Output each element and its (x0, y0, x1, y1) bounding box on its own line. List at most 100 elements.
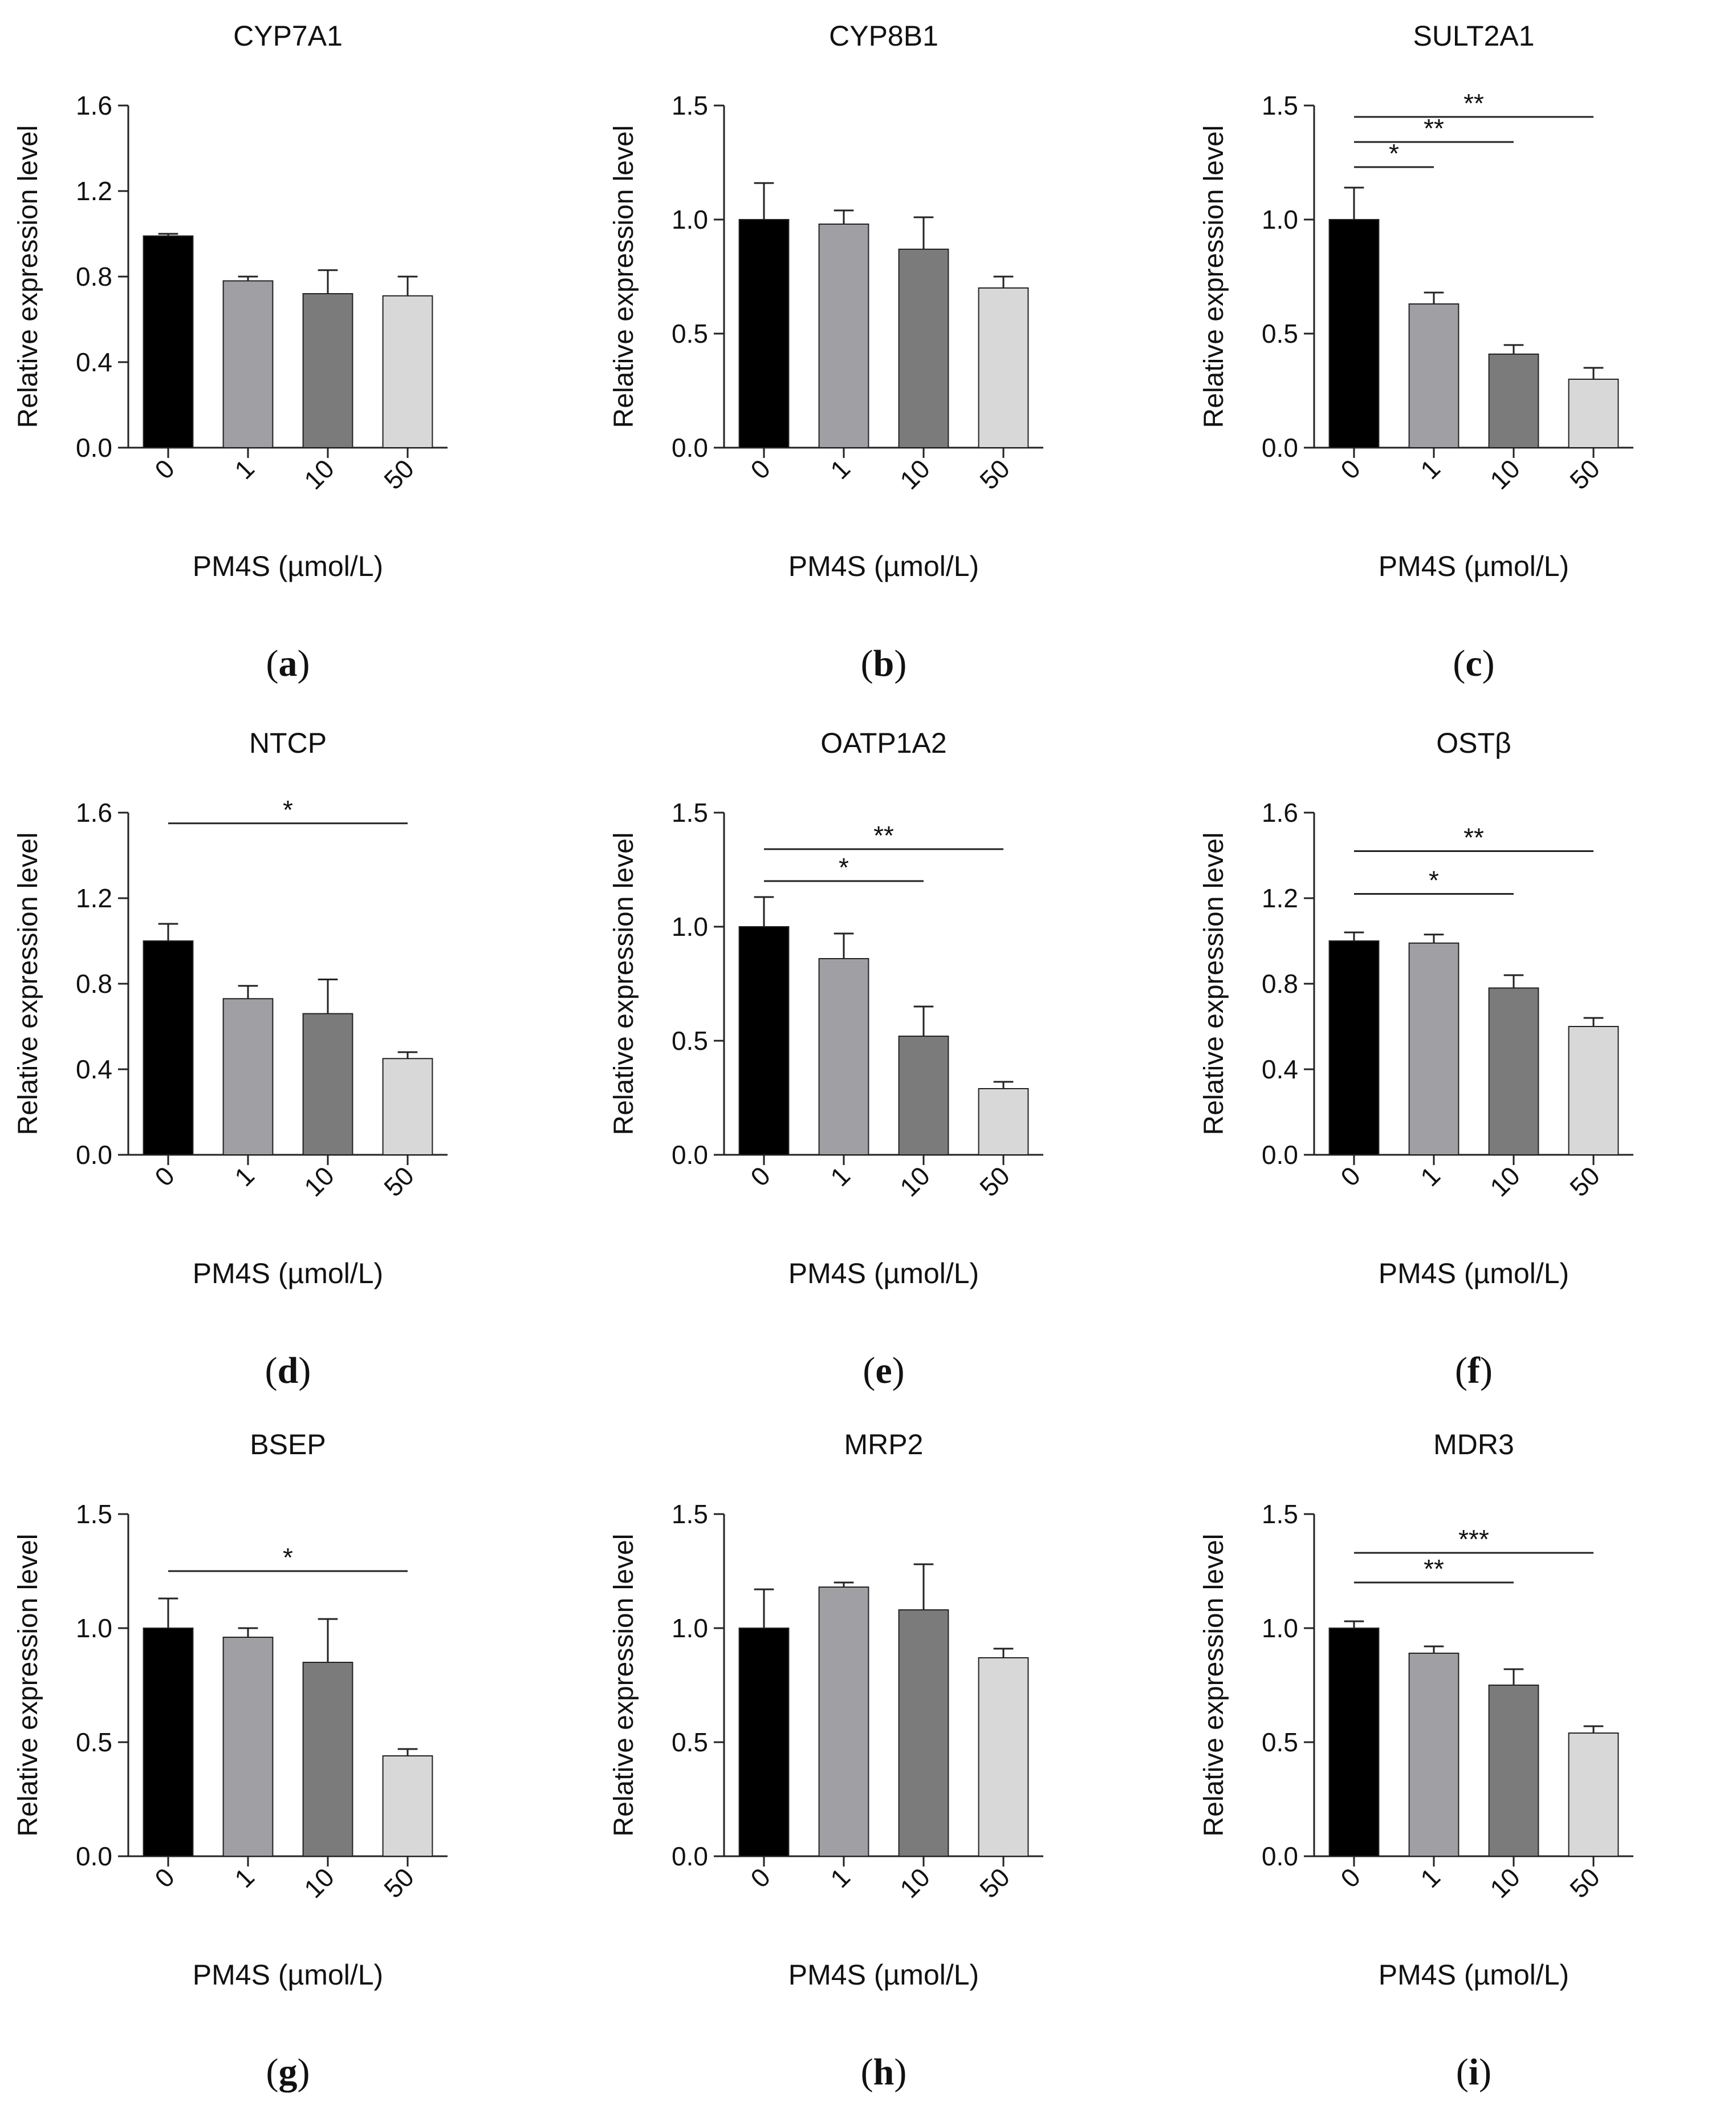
x-tick-label: 50 (378, 1161, 420, 1202)
panel-caption-letter: a (279, 643, 298, 684)
y-tick-label: 0.0 (1262, 1140, 1298, 1170)
chart-panel-f: OSTβ Relative expression level 0.0 0.4 0.8 1.… (1186, 707, 1736, 1409)
x-tick-label: 1 (229, 1862, 260, 1893)
y-axis-label: Relative expression level (13, 125, 43, 428)
panel-caption: (e) (863, 1350, 904, 1391)
significance-label: ** (1424, 113, 1444, 143)
x-tick-label: 1 (824, 1161, 856, 1192)
chart-svg-c: SULT2A1 Relative expression level 0.0 0.5 1.… (1199, 20, 1633, 684)
x-tick-label: 50 (974, 1161, 1015, 1202)
bar-0 (143, 940, 194, 1155)
bar-0 (1328, 1628, 1380, 1857)
y-tick-label: 1.6 (76, 798, 112, 827)
x-tick-label: 1 (824, 453, 856, 485)
chart-title: NTCP (249, 727, 327, 759)
chart-svg-d: NTCP Relative expression level 0.0 0.4 0.8 1.… (13, 727, 448, 1391)
bar-0 (1328, 219, 1380, 448)
y-tick-label: 1.5 (1262, 1499, 1298, 1529)
chart-title: BSEP (250, 1429, 326, 1460)
bar-0 (738, 219, 790, 448)
chart-panel-a: CYP7A1 Relative expression level 0.0 0.4 0.8… (0, 0, 550, 701)
panel-caption-letter: d (278, 1350, 299, 1391)
x-axis-label: PM4S (µmol/L) (1379, 1257, 1569, 1289)
panel-caption: (h) (861, 2051, 907, 2093)
y-tick-label: 1.0 (672, 1613, 708, 1643)
x-tick-label: 1 (229, 453, 260, 485)
significance-label: * (1429, 866, 1439, 895)
x-axis-label: PM4S (µmol/L) (788, 1959, 979, 1991)
y-tick-label: 0.5 (672, 319, 708, 348)
significance-label: * (1389, 139, 1399, 168)
y-axis-label: Relative expression level (609, 125, 639, 428)
y-tick-label: 1.0 (672, 205, 708, 234)
x-tick-label: 0 (745, 1862, 776, 1893)
chart-svg-g: BSEP Relative expression level 0.0 0.5 1.0 1.… (13, 1429, 448, 2093)
y-tick-label: 0.8 (1262, 969, 1298, 999)
x-tick-label: 10 (1484, 1161, 1526, 1202)
panel-caption-letter: i (1469, 2051, 1479, 2093)
bar-0 (143, 1628, 194, 1857)
panel-caption: (a) (266, 643, 310, 684)
x-tick-label: 10 (1484, 453, 1526, 495)
x-tick-label: 50 (1564, 453, 1605, 495)
chart-title: OATP1A2 (820, 727, 946, 759)
y-axis-label: Relative expression level (13, 833, 43, 1135)
y-tick-label: 0.5 (76, 1727, 112, 1757)
x-tick-label: 1 (1414, 1161, 1446, 1192)
y-tick-label: 0.0 (1262, 1841, 1298, 1871)
chart-title: SULT2A1 (1413, 20, 1534, 52)
bar-1 (1408, 1653, 1459, 1857)
y-tick-label: 0.4 (76, 347, 112, 377)
x-tick-label: 0 (149, 1862, 180, 1893)
chart-title: CYP8B1 (829, 20, 938, 52)
chart-title: MDR3 (1433, 1429, 1514, 1460)
y-tick-label: 0.0 (76, 1841, 112, 1871)
x-tick-label: 50 (1564, 1161, 1605, 1202)
bar-50 (978, 287, 1029, 448)
x-tick-label: 50 (378, 1862, 420, 1904)
y-tick-label: 1.0 (1262, 205, 1298, 234)
x-tick-label: 1 (1414, 1862, 1446, 1893)
bar-1 (818, 958, 869, 1155)
y-tick-label: 0.4 (76, 1054, 112, 1084)
bar-0 (143, 235, 194, 448)
x-tick-label: 10 (298, 1161, 340, 1202)
y-axis-label: Relative expression level (1199, 125, 1229, 428)
chart-svg-i: MDR3 Relative expression level 0.0 0.5 1.0 1.… (1199, 1429, 1633, 2093)
x-axis-label: PM4S (µmol/L) (1379, 550, 1569, 582)
chart-panel-c: SULT2A1 Relative expression level 0.0 0.5 1.… (1186, 0, 1736, 701)
y-tick-label: 1.6 (76, 91, 112, 120)
bar-10 (1488, 1685, 1539, 1857)
x-tick-label: 10 (894, 453, 936, 495)
x-axis-label: PM4S (µmol/L) (193, 1257, 383, 1289)
y-tick-label: 0.0 (672, 1140, 708, 1170)
y-tick-label: 0.0 (672, 1841, 708, 1871)
significance-label: * (839, 853, 849, 882)
y-tick-label: 1.5 (1262, 91, 1298, 120)
bar-0 (738, 926, 790, 1155)
chart-panel-d: NTCP Relative expression level 0.0 0.4 0.8 1.… (0, 707, 550, 1409)
chart-panel-i: MDR3 Relative expression level 0.0 0.5 1.0 1.… (1186, 1409, 1736, 2110)
panel-caption: (i) (1456, 2051, 1491, 2093)
y-tick-label: 1.5 (672, 1499, 708, 1529)
bar-10 (302, 1013, 353, 1155)
panel-caption: (c) (1453, 643, 1494, 684)
bar-10 (898, 1036, 949, 1155)
significance-label: ** (873, 821, 894, 850)
y-tick-label: 0.5 (672, 1727, 708, 1757)
y-tick-label: 0.8 (76, 969, 112, 999)
y-axis-label: Relative expression level (13, 1534, 43, 1837)
chart-title: OSTβ (1436, 727, 1511, 759)
chart-svg-e: OATP1A2 Relative expression level 0.0 0.5 1.… (609, 727, 1043, 1391)
x-axis-label: PM4S (µmol/L) (1379, 1959, 1569, 1991)
panel-caption-letter: h (873, 2051, 895, 2093)
bar-1 (1408, 942, 1459, 1155)
panel-caption: (d) (265, 1350, 311, 1391)
x-tick-label: 10 (298, 1862, 340, 1904)
x-tick-label: 10 (298, 453, 340, 495)
y-tick-label: 0.0 (672, 433, 708, 462)
bar-1 (1408, 303, 1459, 448)
x-tick-label: 10 (894, 1862, 936, 1904)
y-tick-label: 1.2 (76, 176, 112, 206)
